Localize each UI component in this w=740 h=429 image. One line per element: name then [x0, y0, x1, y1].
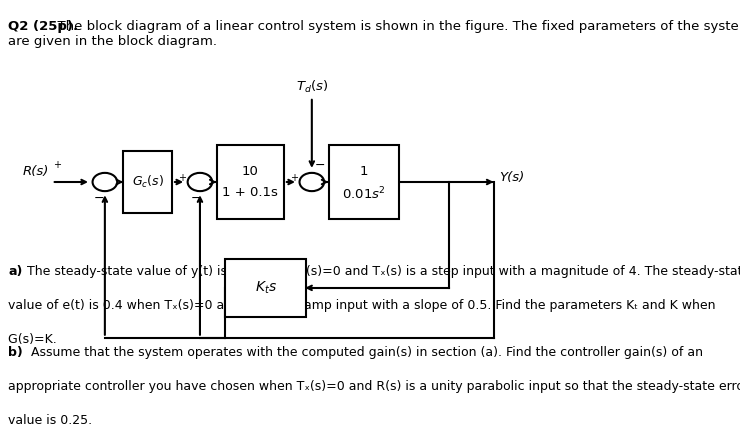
- Text: b): b): [8, 346, 23, 359]
- Text: are given in the block diagram.: are given in the block diagram.: [8, 36, 217, 48]
- Text: The steady-state value of y(t) is -0.2 when R(s)=0 and Tₓ(s) is a step input wit: The steady-state value of y(t) is -0.2 w…: [23, 265, 740, 278]
- Text: The block diagram of a linear control system is shown in the figure. The fixed p: The block diagram of a linear control sy…: [49, 20, 740, 33]
- Text: appropriate controller you have chosen when Tₓ(s)=0 and R(s) is a unity paraboli: appropriate controller you have chosen w…: [8, 380, 740, 393]
- Text: −: −: [314, 159, 325, 172]
- Text: −: −: [190, 192, 201, 205]
- Text: 1 + 0.1s: 1 + 0.1s: [222, 186, 278, 199]
- Text: G⁣(s)=K.: G⁣(s)=K.: [8, 333, 57, 346]
- Bar: [329, 145, 399, 219]
- Text: 1: 1: [360, 165, 368, 178]
- Text: +: +: [290, 173, 298, 183]
- Text: −: −: [94, 192, 104, 205]
- Text: +: +: [178, 173, 186, 183]
- Text: $G_c(s)$: $G_c(s)$: [132, 174, 164, 190]
- Text: 10: 10: [242, 165, 259, 178]
- Text: value of e(t) is 0.4 when Tₓ(s)=0 and R(s) is a ramp input with a slope of 0.5. : value of e(t) is 0.4 when Tₓ(s)=0 and R(…: [8, 299, 716, 312]
- Bar: [225, 259, 306, 317]
- Text: value is 0.25.: value is 0.25.: [8, 414, 92, 427]
- Text: $K_ts$: $K_ts$: [255, 280, 277, 296]
- Text: a): a): [8, 265, 22, 278]
- Text: Q2 (25p).: Q2 (25p).: [8, 20, 78, 33]
- Text: Y(s): Y(s): [500, 171, 525, 184]
- Text: Assume that the system operates with the computed gain(s) in section (a). Find t: Assume that the system operates with the…: [23, 346, 703, 359]
- Bar: [124, 151, 172, 213]
- Text: $0.01s^2$: $0.01s^2$: [342, 186, 386, 203]
- Text: $T_d(s)$: $T_d(s)$: [295, 79, 328, 95]
- Bar: [217, 145, 284, 219]
- Text: R(s): R(s): [22, 165, 49, 178]
- Text: +: +: [53, 160, 61, 169]
